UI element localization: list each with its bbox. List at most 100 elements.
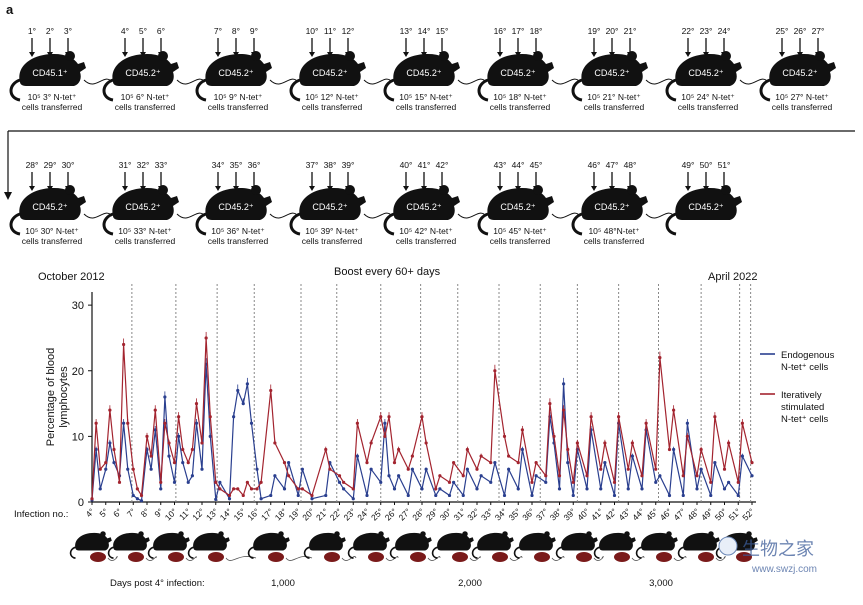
endogenous-data-point (736, 493, 740, 498)
mouse-strain-label: CD45.2⁺ (500, 68, 536, 78)
small-mouse-icon (471, 531, 514, 560)
endogenous-data-point (273, 474, 277, 478)
stimulated-data-point (232, 487, 236, 491)
stimulated-data-point (241, 493, 245, 498)
mouse-tail-icon (665, 78, 677, 102)
stimulated-data-point (369, 441, 373, 445)
stimulated-data-point (365, 461, 369, 465)
stimulated-data-point (355, 421, 359, 425)
stimulated-data-point (603, 441, 607, 445)
bottom-mouse-group (431, 531, 481, 562)
endogenous-data-point (640, 487, 644, 491)
mouse-strain-label: CD45.2⁺ (782, 68, 818, 78)
infection-number-label: 19° (588, 26, 601, 36)
mouse-body-icon (683, 532, 720, 551)
cells-transferred-label: cells transferred (208, 102, 269, 112)
days-axis-label: Days post 4° infection: (110, 578, 205, 589)
infection-number-label: 10° (306, 26, 319, 36)
bottom-mouse-group (187, 531, 257, 562)
cells-transferred-label: cells transferred (584, 102, 645, 112)
mouse-ear-icon (65, 51, 75, 61)
mouse-tail-icon (571, 78, 583, 102)
injection-arrow-head-icon (403, 186, 409, 191)
endogenous-data-point (387, 474, 391, 478)
endogenous-data-point (104, 467, 108, 471)
timeline-end-label: April 2022 (708, 271, 758, 283)
bottom-mouse-group (677, 531, 726, 562)
bottom-mouse-group (69, 531, 118, 562)
stimulated-data-point (424, 441, 428, 445)
mouse-body-icon (487, 54, 554, 86)
endogenous-data-point (420, 487, 424, 491)
endogenous-data-point (452, 480, 456, 484)
mouse-body-icon (437, 532, 474, 551)
endogenous-data-point (612, 493, 617, 498)
cells-transferred-label: cells transferred (115, 236, 176, 246)
mouse-transfer-arrow (715, 556, 726, 561)
endogenous-data-point (722, 487, 727, 491)
mouse-strain-label: CD45.2⁺ (312, 202, 348, 212)
infection-number-label: 1° (28, 26, 36, 36)
mouse-ear-icon (627, 51, 637, 61)
panel-label: a (6, 2, 14, 17)
x-axis-prefix-label: Infection no.: (14, 509, 68, 520)
endogenous-data-point (214, 497, 218, 501)
mouse-ear-icon (100, 531, 106, 537)
mouse-transfer-arrow (469, 556, 481, 561)
transfer-schematic: 1° 2° 3°CD45.1⁺10⁵ 3° N-tet⁺cells transfer… (9, 26, 836, 246)
stimulated-data-point (410, 454, 414, 458)
infection-number-label: 7° (214, 26, 222, 36)
endogenous-data-point (98, 487, 102, 491)
x-tick-label: 5° (97, 506, 110, 519)
cells-transferred-label: cells transferred (584, 236, 645, 246)
injection-arrow-head-icon (122, 52, 128, 57)
endogenous-data-point (227, 497, 232, 501)
stimulated-data-point (126, 421, 130, 425)
endogenous-data-point (232, 415, 236, 419)
endogenous-data-point (626, 487, 630, 491)
y-tick-label: 20 (72, 366, 84, 378)
endogenous-data-point (112, 461, 116, 465)
stimulated-data-point (181, 447, 185, 452)
endogenous-data-point (135, 497, 139, 501)
infection-number-label: 37° (306, 160, 319, 170)
stimulated-data-point (218, 487, 222, 491)
mouse-body-icon (395, 532, 432, 551)
injection-arrow-head-icon (122, 186, 128, 191)
endogenous-data-point (241, 401, 245, 406)
stimulated-data-point (328, 467, 332, 471)
endogenous-data-point (681, 493, 685, 498)
infection-number-label: 47° (606, 160, 619, 170)
endogenous-data-point (269, 493, 273, 498)
transfer-step: 46° 47° 48° CD45.2⁺ 10⁵ 48°N-tet⁺cells trans… (571, 160, 675, 246)
mouse-ear-icon (334, 531, 340, 537)
stimulated-data-point (681, 474, 685, 478)
endogenous-data-point (126, 467, 130, 471)
cells-transferred-label: cells transferred (396, 236, 457, 246)
infection-number-label: 13° (400, 26, 413, 36)
mouse-ear-icon (666, 531, 672, 537)
mouse-transfer-arrow (185, 556, 197, 561)
endogenous-data-point (342, 487, 346, 491)
mouse-ear-icon (158, 51, 168, 61)
endogenous-data-point (218, 480, 222, 484)
injection-arrow-head-icon (215, 52, 221, 57)
infection-number-label: 23° (700, 26, 713, 36)
mouse-tail-icon (107, 546, 114, 560)
infection-number-label: 5° (139, 26, 147, 36)
mouse-tail-icon (195, 78, 207, 102)
endogenous-data-point (672, 447, 676, 452)
mouse-body-icon (253, 532, 290, 551)
endogenous-data-point (108, 441, 112, 445)
infection-drop-icon (128, 552, 144, 562)
infection-number-label: 20° (606, 26, 619, 36)
injection-arrow-head-icon (591, 52, 597, 57)
stimulated-data-point (452, 461, 456, 465)
infection-number-label: 12° (342, 26, 355, 36)
mouse-tail-icon (513, 546, 520, 560)
cells-transferred-count: 10⁵ 12° N-tet⁺ (305, 92, 359, 102)
endogenous-data-point (502, 493, 507, 498)
mouse-body-icon (519, 532, 556, 551)
stimulated-data-point (273, 441, 277, 445)
stimulated-data-point (552, 434, 556, 438)
